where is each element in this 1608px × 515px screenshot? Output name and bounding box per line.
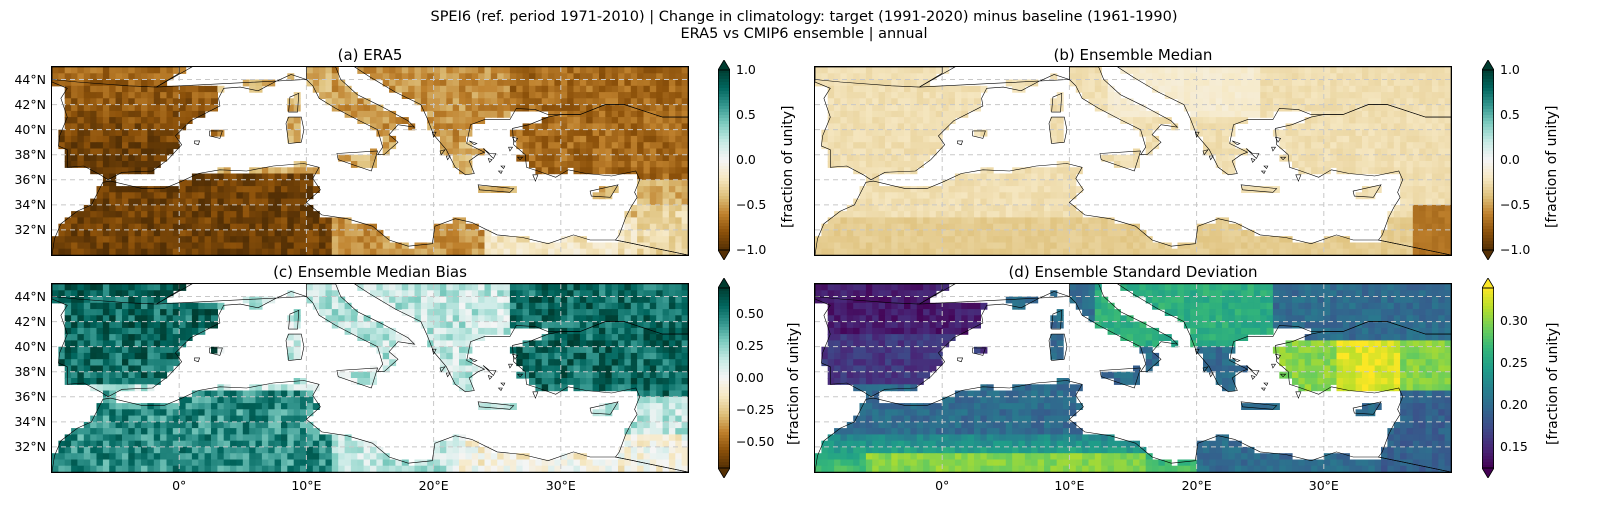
colorbar-gradient xyxy=(718,278,730,478)
colorbar-tick-label: 1.0 xyxy=(736,62,756,77)
figure-title-line2: ERA5 vs CMIP6 ensemble | annual xyxy=(680,26,928,42)
colorbar-a xyxy=(718,60,730,260)
map-coastlines xyxy=(52,67,688,255)
panel-a-title: (a) ERA5 xyxy=(337,46,403,64)
colorbar-b-label: [fraction of unity] xyxy=(1544,105,1560,228)
map-gridlines xyxy=(52,67,688,255)
colorbar-gradient xyxy=(718,60,730,260)
figure-title-line1: SPEI6 (ref. period 1971-2010) | Change i… xyxy=(430,9,1178,25)
colorbar-gradient xyxy=(1482,60,1494,260)
panel-b-title: (b) Ensemble Median xyxy=(1053,46,1213,64)
panel-std-dev-map xyxy=(814,283,1452,473)
colorbar-tick-label: 0.00 xyxy=(736,370,764,385)
colorbar-tick-label: −0.5 xyxy=(1500,197,1531,212)
lat-tick-label: 38°N xyxy=(14,363,46,379)
map-gridlines xyxy=(815,67,1451,255)
lon-tick-label: 0° xyxy=(172,478,187,493)
lat-tick-label: 36°N xyxy=(14,388,46,404)
colorbar-tick-label: 0.20 xyxy=(1500,397,1528,413)
lon-tick-label: 20°E xyxy=(1181,478,1212,493)
lat-tick-label: 44°N xyxy=(14,288,46,304)
colorbar-tick-label: 0.0 xyxy=(1500,152,1520,167)
lon-tick-label: 0° xyxy=(935,478,950,493)
lon-tick-label: 30°E xyxy=(1308,478,1339,493)
colorbar-tick-label: 0.5 xyxy=(1500,107,1520,122)
colorbar-tick-label: 1.0 xyxy=(1500,62,1520,77)
colorbar-tick-label: −0.25 xyxy=(736,402,775,418)
lat-tick-label: 40°N xyxy=(14,338,46,354)
lon-tick-label: 10°E xyxy=(291,478,322,493)
colorbar-tick-label: 0.50 xyxy=(736,305,764,321)
panel-era5-map xyxy=(51,66,689,256)
lat-tick-label: 42°N xyxy=(14,313,46,329)
map-coastlines xyxy=(815,67,1451,255)
colorbar-c-label: [fraction of unity] xyxy=(786,322,802,445)
map-raster-cells xyxy=(815,284,1451,472)
lat-tick-label: 32°N xyxy=(14,221,46,237)
colorbar-tick-label: 0.25 xyxy=(1500,355,1528,371)
map-raster-cells xyxy=(52,284,688,472)
map-canvas xyxy=(815,67,1451,255)
lon-tick-label: 10°E xyxy=(1054,478,1085,493)
panel-c-title: (c) Ensemble Median Bias xyxy=(273,263,467,281)
colorbar-tick-label: 0.25 xyxy=(736,337,764,353)
colorbar-d xyxy=(1482,278,1494,478)
map-coastlines xyxy=(52,284,688,472)
map-raster-cells xyxy=(52,67,688,255)
lat-tick-label: 34°N xyxy=(14,196,46,212)
colorbar-gradient xyxy=(1482,278,1494,478)
colorbar-tick-label: −1.0 xyxy=(1500,242,1531,257)
map-canvas xyxy=(52,284,688,472)
colorbar-tick-label: 0.15 xyxy=(1500,439,1528,455)
map-canvas xyxy=(815,284,1451,472)
colorbar-tick-label: 0.30 xyxy=(1500,313,1528,329)
panel-d-title: (d) Ensemble Standard Deviation xyxy=(1008,263,1258,281)
colorbar-tick-label: 0.5 xyxy=(736,107,756,122)
colorbar-tick-label: −1.0 xyxy=(736,242,767,257)
lat-tick-label: 42°N xyxy=(14,96,46,112)
panel-ensemble-median-map xyxy=(814,66,1452,256)
lat-tick-label: 40°N xyxy=(14,121,46,137)
map-coastlines xyxy=(815,284,1451,472)
colorbar-a-label: [fraction of unity] xyxy=(780,105,796,228)
map-gridlines xyxy=(52,284,688,472)
colorbar-tick-label: −0.5 xyxy=(736,197,767,212)
colorbar-d-label: [fraction of unity] xyxy=(1545,322,1561,445)
panel-median-bias-map xyxy=(51,283,689,473)
colorbar-tick-label: −0.50 xyxy=(736,434,775,450)
lon-tick-label: 20°E xyxy=(418,478,449,493)
colorbar-c xyxy=(718,278,730,478)
map-canvas xyxy=(52,67,688,255)
colorbar-tick-label: 0.0 xyxy=(736,152,756,167)
lat-tick-label: 36°N xyxy=(14,171,46,187)
map-gridlines xyxy=(815,284,1451,472)
lon-tick-label: 30°E xyxy=(545,478,576,493)
lat-tick-label: 32°N xyxy=(14,438,46,454)
map-raster-cells xyxy=(815,67,1451,255)
lat-tick-label: 38°N xyxy=(14,146,46,162)
lat-tick-label: 44°N xyxy=(14,71,46,87)
lat-tick-label: 34°N xyxy=(14,413,46,429)
colorbar-b xyxy=(1482,60,1494,260)
